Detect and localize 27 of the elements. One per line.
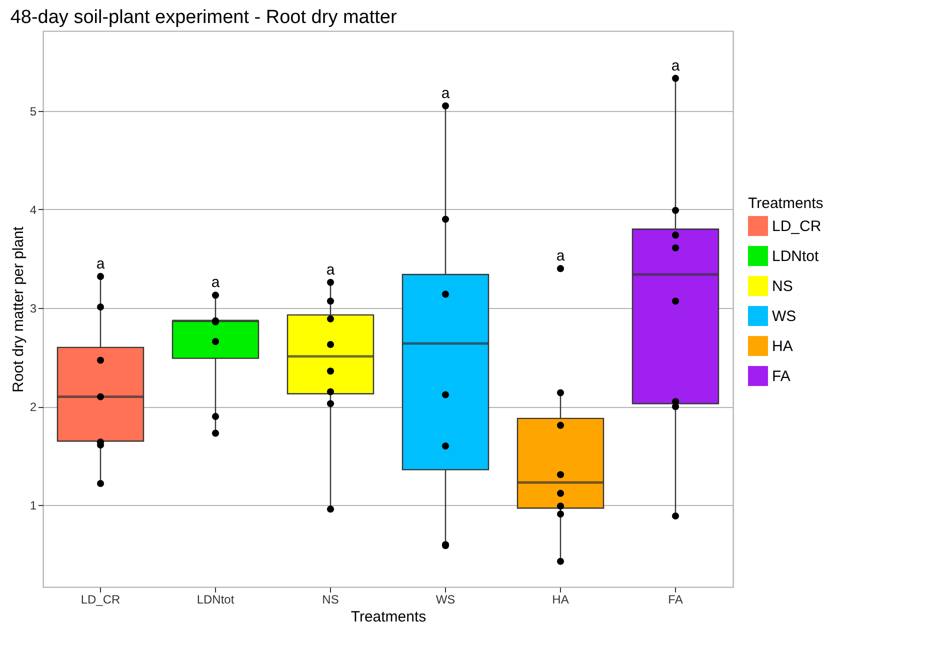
annotation: a bbox=[441, 84, 450, 102]
x-tick-label: LDNtot bbox=[196, 592, 235, 606]
legend-label: FA bbox=[772, 368, 790, 385]
annotation: a bbox=[96, 255, 106, 272]
y-tick-label: 1 bbox=[30, 498, 37, 513]
legend-title: Treatments bbox=[350, 608, 426, 626]
y-tick-label: 4 bbox=[30, 202, 37, 217]
legend-label: WS bbox=[772, 308, 796, 325]
x-tick-label: LD_CR bbox=[80, 592, 120, 606]
annotation: a bbox=[556, 248, 566, 265]
y-tick-label: 2 bbox=[30, 400, 37, 414]
legend-label: LD_CR bbox=[772, 218, 822, 235]
annotation: a bbox=[211, 274, 220, 292]
y-tick-label: 3 bbox=[30, 302, 37, 316]
y-axis-title: Root dry matter per plant bbox=[10, 226, 27, 392]
legend-label: HA bbox=[772, 338, 793, 355]
x-tick-label: HA bbox=[552, 592, 569, 606]
annotation: a bbox=[326, 261, 336, 278]
legend-label: NS bbox=[772, 278, 793, 295]
x-axis-title: Treatments bbox=[748, 195, 824, 212]
x-tick-label: NS bbox=[322, 592, 339, 606]
y-tick-label: 5 bbox=[30, 104, 37, 118]
legend-label: LDNtot bbox=[772, 248, 820, 265]
annotation: a bbox=[671, 57, 680, 74]
x-tick-label: WS bbox=[436, 592, 456, 606]
chart-title: 48-day soil-plant experiment - Root dry matter bbox=[10, 7, 398, 28]
x-tick-label: FA bbox=[668, 592, 683, 606]
